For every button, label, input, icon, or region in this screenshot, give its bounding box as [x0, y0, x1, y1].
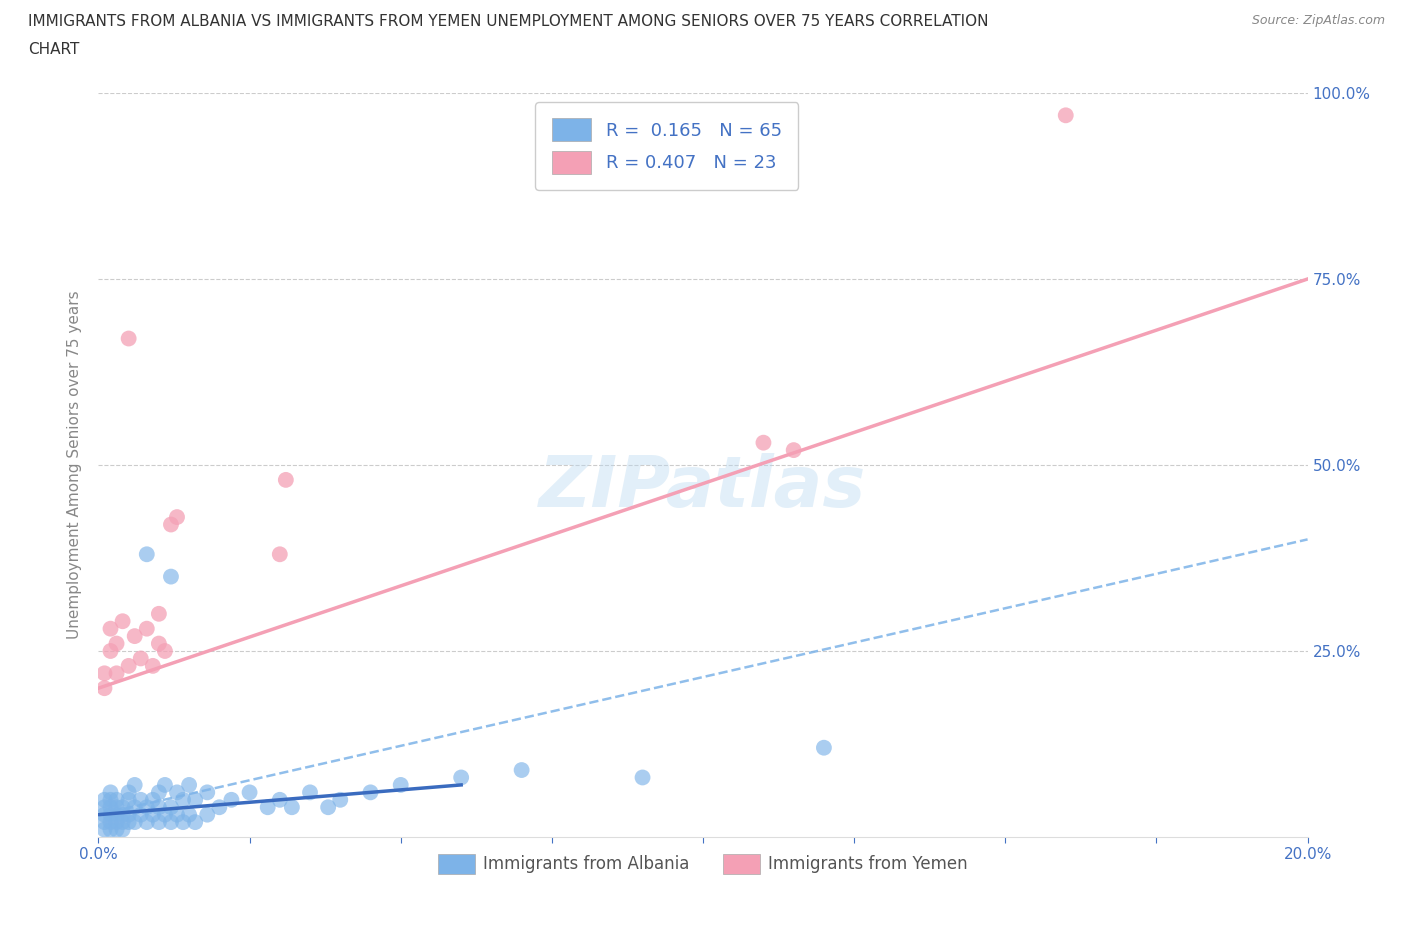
Point [195, 785, 218, 800]
Point [813, 740, 835, 755]
Point [135, 815, 157, 830]
Point [111, 815, 134, 830]
Point [160, 569, 183, 584]
Point [256, 800, 278, 815]
Point [105, 807, 128, 822]
Point [148, 800, 170, 815]
Point [142, 658, 165, 673]
Point [118, 815, 141, 830]
Point [142, 807, 165, 822]
Point [124, 800, 146, 815]
Point [124, 629, 146, 644]
Point [93, 666, 115, 681]
Point [93, 807, 115, 822]
Point [329, 792, 352, 807]
Point [93, 800, 115, 815]
Point [93, 792, 115, 807]
Point [153, 807, 176, 822]
Point [142, 792, 165, 807]
Y-axis label: Unemployment Among Seniors over 75 years: Unemployment Among Seniors over 75 years [67, 291, 83, 639]
Point [111, 614, 134, 629]
Point [100, 822, 122, 837]
Point [450, 770, 472, 785]
Point [179, 777, 201, 792]
Point [118, 785, 141, 800]
Text: IMMIGRANTS FROM ALBANIA VS IMMIGRANTS FROM YEMEN UNEMPLOYMENT AMONG SENIORS OVER: IMMIGRANTS FROM ALBANIA VS IMMIGRANTS FR… [28, 14, 988, 29]
Point [129, 792, 152, 807]
Point [111, 807, 134, 822]
Point [160, 815, 183, 830]
Point [299, 785, 322, 800]
Point [124, 815, 146, 830]
Point [129, 651, 152, 666]
Point [118, 792, 141, 807]
Point [100, 815, 122, 830]
Point [195, 807, 218, 822]
Point [148, 636, 170, 651]
Point [135, 800, 157, 815]
Point [111, 822, 134, 837]
Point [105, 636, 128, 651]
Point [105, 815, 128, 830]
Point [184, 815, 207, 830]
Point [111, 800, 134, 815]
Point [135, 621, 157, 636]
Point [316, 800, 339, 815]
Point [783, 443, 806, 458]
Point [239, 785, 262, 800]
Point [100, 800, 122, 815]
Point [166, 510, 188, 525]
Point [105, 822, 128, 837]
Point [100, 621, 122, 636]
Point [105, 792, 128, 807]
Point [93, 815, 115, 830]
Point [160, 800, 183, 815]
Text: CHART: CHART [28, 42, 80, 57]
Point [269, 547, 291, 562]
Point [752, 435, 775, 450]
Point [100, 807, 122, 822]
Point [153, 777, 176, 792]
Point [1054, 108, 1077, 123]
Point [184, 792, 207, 807]
Point [166, 807, 188, 822]
Point [208, 800, 231, 815]
Point [510, 763, 533, 777]
Point [274, 472, 297, 487]
Point [100, 644, 122, 658]
Point [221, 792, 243, 807]
Point [93, 681, 115, 696]
Point [148, 785, 170, 800]
Point [281, 800, 304, 815]
Point [148, 815, 170, 830]
Point [129, 807, 152, 822]
Point [118, 807, 141, 822]
Point [124, 777, 146, 792]
Point [389, 777, 412, 792]
Point [105, 666, 128, 681]
Point [148, 606, 170, 621]
Point [105, 800, 128, 815]
Text: Source: ZipAtlas.com: Source: ZipAtlas.com [1251, 14, 1385, 27]
Point [166, 785, 188, 800]
Point [100, 785, 122, 800]
Point [179, 807, 201, 822]
Point [118, 658, 141, 673]
Point [172, 815, 194, 830]
Point [93, 822, 115, 837]
Point [160, 517, 183, 532]
Point [631, 770, 654, 785]
Text: ZIPatlas: ZIPatlas [540, 453, 866, 522]
Point [100, 792, 122, 807]
Point [118, 331, 141, 346]
Legend: Immigrants from Albania, Immigrants from Yemen: Immigrants from Albania, Immigrants from… [432, 847, 974, 881]
Point [135, 547, 157, 562]
Point [269, 792, 291, 807]
Point [172, 792, 194, 807]
Point [360, 785, 382, 800]
Point [153, 644, 176, 658]
